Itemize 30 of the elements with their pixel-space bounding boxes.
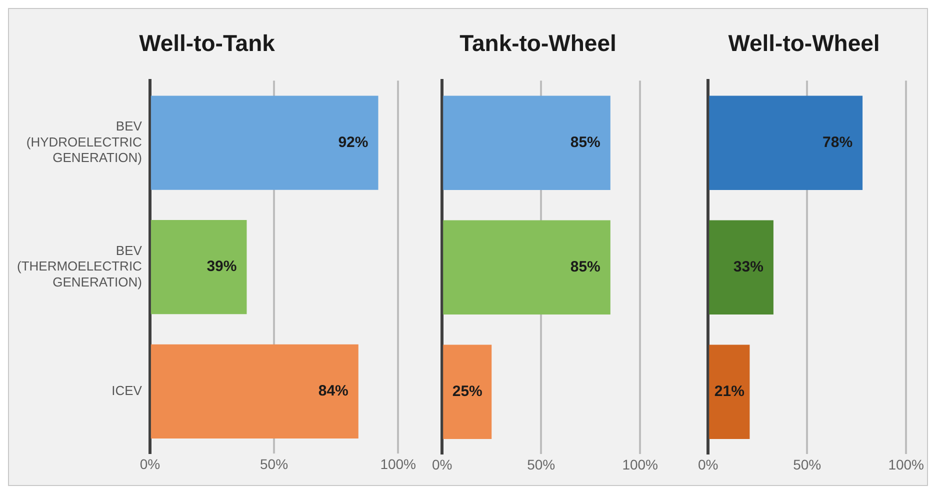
y-tick-label: BEV (HYDROELECTRIC GENERATION) [26,118,142,165]
data-label: 39% [206,258,237,276]
x-tick-label: 100% [622,456,658,472]
x-tick-label: 50% [527,456,556,472]
bar [709,220,774,315]
bar [150,344,358,438]
x-tick-label: 100% [380,456,416,472]
bar [150,96,378,190]
bar [150,220,247,314]
chart-title: Tank-to-Wheel [460,30,616,56]
x-tick-label: 0% [140,456,160,472]
data-label: 85% [570,258,600,276]
data-label: 25% [452,383,482,400]
y-tick-label: BEV (THERMOELECTRIC GENERATION) [16,243,142,290]
x-tick-label: 0% [698,456,718,472]
data-label: 85% [570,134,600,152]
bar [709,344,750,440]
x-tick-label: 100% [888,456,924,472]
data-label: 21% [714,383,744,400]
data-label: 92% [338,134,368,151]
data-label: 78% [822,134,853,152]
data-label: 33% [733,258,764,276]
chart-title: Well-to-Tank [139,30,276,56]
x-tick-label: 50% [793,456,822,472]
x-tick-label: 50% [260,456,288,472]
data-label: 84% [318,382,348,400]
x-tick-label: 0% [432,456,452,472]
bar [709,96,863,190]
y-tick-label: ICEV [112,383,142,398]
chart-title: Well-to-Wheel [728,30,880,56]
